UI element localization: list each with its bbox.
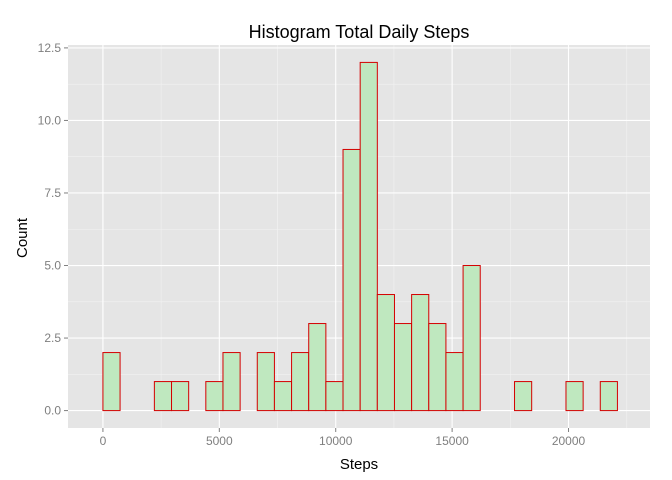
x-tick-label: 5000 <box>206 434 233 448</box>
histogram-bar <box>222 352 241 412</box>
histogram-bar <box>411 294 430 412</box>
y-tick-label: 0.0 <box>44 404 61 418</box>
histogram-bar <box>393 323 413 412</box>
x-axis-label: Steps <box>340 456 378 473</box>
histogram-bar <box>256 352 275 412</box>
histogram-bar <box>171 381 190 412</box>
histogram-bars <box>102 61 618 412</box>
x-tick-label: 0 <box>100 434 107 448</box>
y-axis-label: Count <box>14 217 31 258</box>
histogram-bar <box>359 61 378 412</box>
x-axis-ticks: 0 5000 10000 15000 20000 <box>100 428 586 448</box>
histogram-bar <box>325 381 344 412</box>
histogram-bar <box>291 352 310 412</box>
y-tick-label: 7.5 <box>44 186 61 200</box>
y-tick-label: 12.5 <box>38 41 62 55</box>
x-tick-label: 20000 <box>552 434 586 448</box>
histogram-bar <box>308 323 327 412</box>
x-tick-label: 15000 <box>435 434 469 448</box>
x-tick-label: 10000 <box>319 434 353 448</box>
y-tick-label: 5.0 <box>44 259 61 273</box>
histogram-bar <box>102 352 121 412</box>
histogram-bar <box>153 381 173 412</box>
histogram-bar <box>428 323 447 412</box>
histogram-bar <box>376 294 395 412</box>
histogram-bar <box>462 265 481 412</box>
histogram-bar <box>342 148 361 412</box>
histogram-bar <box>514 381 533 412</box>
histogram-bar <box>445 352 464 412</box>
chart-title: Histogram Total Daily Steps <box>249 22 470 42</box>
histogram-bar <box>565 381 584 412</box>
y-axis-ticks: 0.0 2.5 5.0 7.5 10.0 12.5 <box>38 41 68 418</box>
histogram-bar <box>599 381 618 412</box>
y-tick-label: 10.0 <box>38 113 62 127</box>
y-tick-label: 2.5 <box>44 331 61 345</box>
histogram-bar <box>205 381 224 412</box>
histogram-bar <box>273 381 293 412</box>
